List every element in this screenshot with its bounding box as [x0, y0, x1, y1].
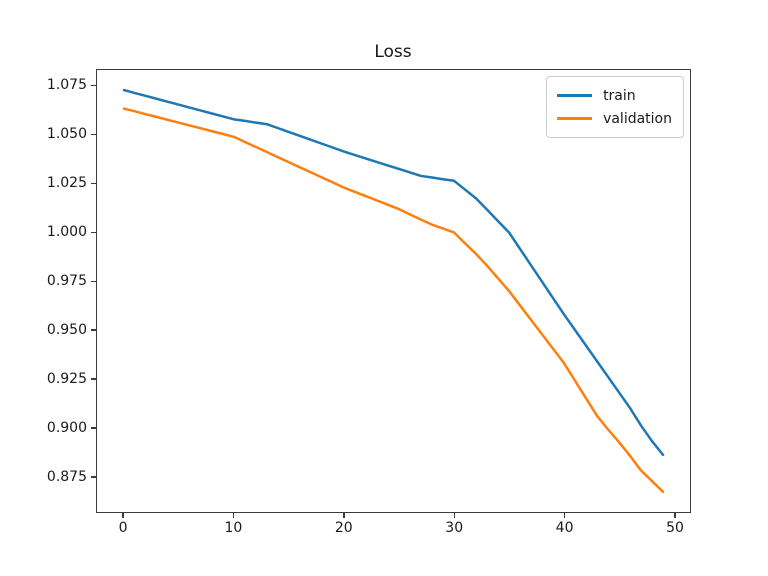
series-line-validation	[122, 107, 665, 494]
x-tick-mark	[563, 513, 566, 518]
legend-item-validation: validation	[557, 107, 672, 130]
x-tick-label-20: 20	[334, 520, 353, 536]
legend-label-validation: validation	[603, 110, 672, 127]
y-tick-label-0.950: 0.950	[46, 322, 87, 339]
train-line-swatch	[557, 94, 593, 97]
x-tick-mark	[343, 513, 345, 518]
y-tick-label-1.075: 1.075	[46, 77, 87, 94]
x-tick-label-10: 10	[224, 520, 243, 536]
x-tick-mark	[453, 513, 455, 518]
line-plot	[122, 88, 665, 494]
y-tick-label-1.025: 1.025	[46, 175, 87, 192]
x-tick-mark	[674, 513, 676, 518]
x-tick-label-50: 50	[666, 520, 684, 536]
y-tick-label-0.925: 0.925	[46, 371, 87, 388]
x-tick-mark	[232, 513, 235, 518]
legend-label-train: train	[603, 87, 636, 104]
legend-item-train: train	[557, 84, 672, 107]
series-line-train	[122, 88, 665, 457]
y-tick-label-0.975: 0.975	[46, 273, 87, 290]
x-tick-label-30: 30	[445, 520, 464, 536]
y-tick-label-1.000: 1.000	[46, 224, 87, 241]
legend: train validation	[546, 76, 684, 138]
chart-title: Loss	[374, 42, 412, 62]
validation-line-swatch	[557, 117, 593, 120]
x-tick-label-40: 40	[555, 520, 574, 536]
y-tick-label-0.875: 0.875	[46, 469, 87, 486]
y-tick-label-0.900: 0.900	[46, 420, 87, 437]
x-tick-mark	[122, 513, 124, 518]
plot-area: train validation	[96, 69, 691, 513]
y-tick-label-1.050: 1.050	[46, 126, 87, 143]
x-tick-label-0: 0	[118, 520, 128, 536]
